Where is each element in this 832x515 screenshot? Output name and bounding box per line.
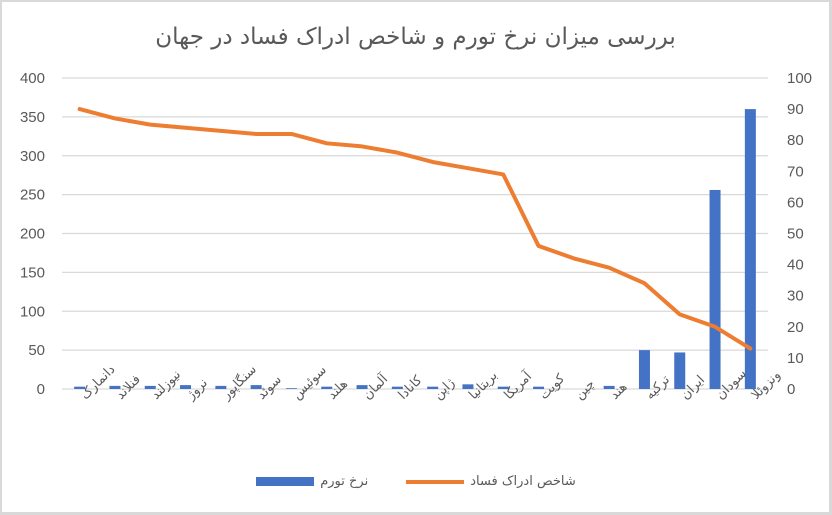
- category-label: چین: [572, 377, 598, 403]
- bar-inflation-rate: [285, 388, 297, 389]
- legend-bar-swatch: [256, 477, 315, 486]
- category-label: ژاپن: [431, 376, 458, 403]
- category-label: دانمارک: [78, 362, 119, 403]
- bar-inflation-rate: [638, 350, 650, 389]
- right-axis-tick: 80: [787, 132, 804, 149]
- legend-item-inflation-rate: نرخ تورم: [256, 474, 368, 489]
- legend-label-corruption-index: شاخص ادراک فساد: [470, 474, 576, 489]
- bar-inflation-rate: [427, 386, 439, 389]
- legend-item-corruption-index: شاخص ادراک فساد: [406, 474, 576, 489]
- bar-inflation-rate: [744, 109, 756, 389]
- legend-line-swatch: [406, 479, 465, 484]
- bar-inflation-rate: [74, 386, 86, 389]
- legend-label-inflation-rate: نرخ تورم: [320, 474, 369, 489]
- left-axis-tick: 150: [20, 264, 45, 281]
- bar-inflation-rate: [462, 384, 474, 389]
- category-label: هلند: [325, 377, 351, 403]
- bar-inflation-rate: [709, 189, 721, 389]
- bar-inflation-rate: [144, 385, 156, 389]
- bar-inflation-rate: [250, 385, 262, 389]
- bar-inflation-rate: [497, 386, 509, 389]
- bar-inflation-rate: [180, 385, 192, 389]
- category-label: سنگاپور: [218, 361, 260, 403]
- category-label: سوئد: [254, 372, 284, 402]
- left-axis-tick: 100: [20, 303, 45, 320]
- line-corruption-index: [77, 107, 753, 351]
- category-label: نیوزلند: [148, 367, 184, 403]
- bar-inflation-rate: [391, 386, 403, 389]
- left-axis-tick: 0: [37, 381, 45, 398]
- bar-inflation-rate: [533, 386, 545, 389]
- bar-inflation-rate: [215, 385, 227, 389]
- category-label: سوئیس: [290, 363, 330, 403]
- left-axis-tick: 300: [20, 148, 45, 165]
- right-axis-tick: 60: [787, 194, 804, 211]
- category-label: نروژ: [183, 376, 211, 404]
- right-axis-tick: 50: [787, 226, 804, 243]
- left-axis-tick: 250: [20, 187, 45, 204]
- bar-inflation-rate: [321, 386, 333, 389]
- bar-inflation-rate: [109, 385, 121, 389]
- chart-legend: شاخص ادراک فساد نرخ تورم: [0, 474, 832, 489]
- right-axis-tick: 40: [787, 257, 804, 274]
- category-label: کانادا: [396, 372, 426, 402]
- chart-title: بررسی میزان نرخ تورم و شاخص ادراک فساد د…: [155, 24, 676, 50]
- left-axis-tick: 400: [20, 70, 45, 87]
- right-axis-tick: 10: [787, 350, 804, 367]
- right-axis-tick: 100: [787, 70, 812, 87]
- category-label: هند: [607, 380, 630, 403]
- right-axis-tick: 70: [787, 163, 804, 180]
- bar-inflation-rate: [356, 385, 368, 389]
- right-axis-tick: 30: [787, 288, 804, 305]
- left-axis-tick: 200: [20, 226, 45, 243]
- bar-inflation-rate: [674, 352, 686, 389]
- right-axis-tick: 20: [787, 319, 804, 336]
- right-axis-tick: 90: [787, 101, 804, 118]
- category-label: آمریکا: [500, 367, 536, 403]
- bar-inflation-rate: [603, 385, 615, 389]
- left-axis-tick: 50: [28, 342, 45, 359]
- category-label: کویت: [537, 371, 569, 403]
- left-axis-tick: 350: [20, 109, 45, 126]
- right-axis-tick: 0: [787, 381, 795, 398]
- category-label: فنلاند: [113, 372, 144, 403]
